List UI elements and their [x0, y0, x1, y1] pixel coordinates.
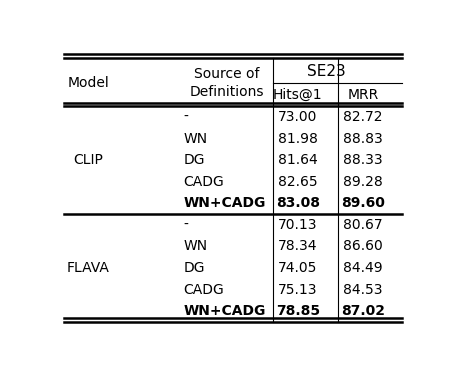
- Text: DG: DG: [183, 153, 205, 167]
- Text: -: -: [183, 110, 188, 124]
- Text: 78.85: 78.85: [276, 304, 320, 318]
- Text: Model: Model: [68, 76, 109, 90]
- Text: -: -: [183, 218, 188, 232]
- Text: 86.60: 86.60: [343, 240, 383, 254]
- Text: 75.13: 75.13: [278, 283, 317, 297]
- Text: DG: DG: [183, 261, 205, 275]
- Text: WN+CADG: WN+CADG: [183, 304, 266, 318]
- Text: 89.60: 89.60: [341, 197, 385, 211]
- Text: 84.53: 84.53: [343, 283, 383, 297]
- Text: 82.65: 82.65: [278, 175, 318, 189]
- Text: CADG: CADG: [183, 283, 224, 297]
- Text: 87.02: 87.02: [341, 304, 385, 318]
- Text: 82.72: 82.72: [343, 110, 383, 124]
- Text: CLIP: CLIP: [74, 153, 104, 167]
- Text: 70.13: 70.13: [278, 218, 317, 232]
- Text: 88.83: 88.83: [343, 132, 383, 146]
- Text: FLAVA: FLAVA: [67, 261, 110, 275]
- Text: 88.33: 88.33: [343, 153, 383, 167]
- Text: 83.08: 83.08: [276, 197, 320, 211]
- Text: WN: WN: [183, 132, 207, 146]
- Text: 81.98: 81.98: [278, 132, 318, 146]
- Text: Hits@1: Hits@1: [273, 88, 323, 102]
- Text: SE23: SE23: [307, 64, 346, 79]
- Text: 81.64: 81.64: [278, 153, 318, 167]
- Text: Source of
Definitions: Source of Definitions: [189, 67, 264, 99]
- Text: 80.67: 80.67: [343, 218, 383, 232]
- Text: 78.34: 78.34: [278, 240, 317, 254]
- Text: 84.49: 84.49: [343, 261, 383, 275]
- Text: 89.28: 89.28: [343, 175, 383, 189]
- Text: 74.05: 74.05: [278, 261, 317, 275]
- Text: WN+CADG: WN+CADG: [183, 197, 266, 211]
- Text: MRR: MRR: [347, 88, 379, 102]
- Text: CADG: CADG: [183, 175, 224, 189]
- Text: WN: WN: [183, 240, 207, 254]
- Text: 73.00: 73.00: [278, 110, 317, 124]
